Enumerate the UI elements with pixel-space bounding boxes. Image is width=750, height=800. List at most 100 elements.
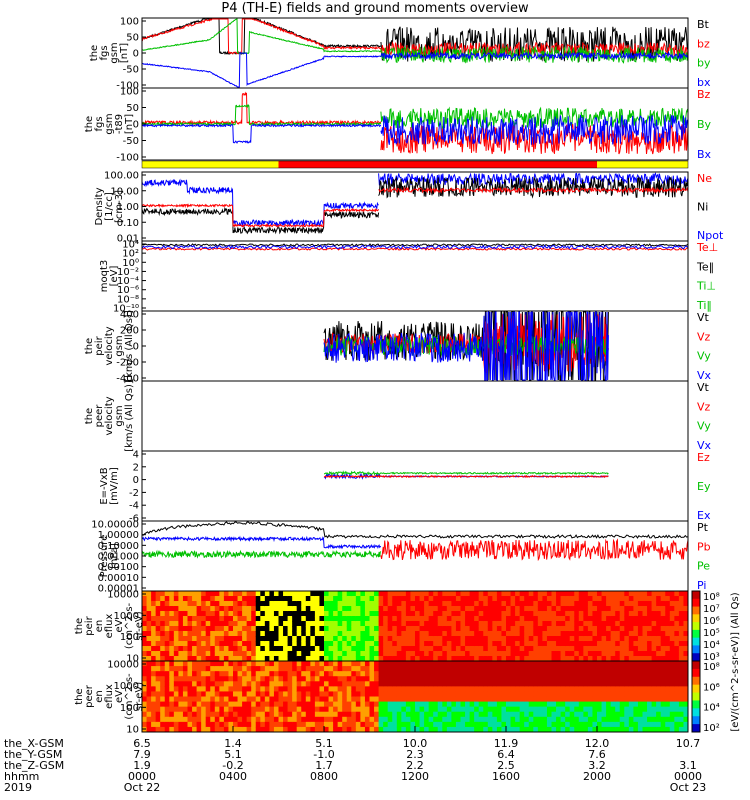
spectrogram-cell	[214, 701, 220, 708]
spectrogram-cell	[392, 596, 398, 602]
spectrogram-cell	[214, 716, 220, 723]
spectrogram-cell	[178, 626, 184, 632]
spectrogram-cell	[269, 701, 275, 708]
spectrogram-cell	[146, 591, 152, 597]
status-bar-segment	[597, 161, 688, 168]
spectrogram-cell	[360, 651, 366, 657]
spectrogram-cell	[328, 716, 334, 723]
spectrogram-cell	[410, 596, 416, 602]
spectrogram-cell	[683, 701, 689, 708]
spectrogram-cell	[201, 706, 207, 713]
spectrogram-cell	[428, 606, 434, 612]
spectrogram-cell	[551, 591, 557, 597]
spectrogram-cell	[455, 641, 461, 647]
spectrogram-cell	[251, 676, 257, 682]
spectrogram-cell	[483, 716, 489, 723]
spectrogram-cell	[460, 611, 466, 617]
spectrogram-cell	[196, 646, 202, 652]
footer-cell: 5.1	[224, 748, 242, 761]
spectrogram-cell	[428, 591, 434, 597]
spectrogram-cell	[601, 606, 607, 612]
spectrogram-cell	[483, 666, 489, 672]
spectrogram-cell	[606, 651, 612, 657]
spectrogram-cell	[469, 596, 475, 602]
spectrogram-cell	[242, 691, 248, 697]
spectrogram-cell	[496, 696, 502, 703]
spectrogram-cell	[651, 656, 657, 662]
spectrogram-cell	[437, 661, 443, 667]
spectrogram-cell	[169, 606, 175, 612]
spectrogram-cell	[424, 641, 430, 647]
spectrogram-cell	[656, 591, 662, 597]
spectrogram-cell	[210, 696, 216, 703]
spectrogram-cell	[574, 616, 580, 622]
spectrogram-cell	[496, 716, 502, 723]
footer-cell: -0.2	[222, 759, 243, 772]
spectrogram-cell	[155, 596, 161, 602]
spectrogram-cell	[410, 686, 416, 692]
spectrogram-cell	[528, 636, 534, 642]
spectrogram-cell	[510, 671, 516, 677]
spectrogram-cell	[578, 671, 584, 677]
spectrogram-cell	[419, 636, 425, 642]
spectrogram-cell	[346, 671, 352, 677]
spectrogram-cell	[510, 711, 516, 718]
by-series	[142, 18, 382, 55]
spectrogram-cell	[592, 666, 598, 672]
spectrogram-cell	[446, 671, 452, 677]
spectrogram-cell	[383, 686, 389, 692]
y-tick-label: -4	[129, 501, 139, 512]
spectrogram-cell	[228, 691, 234, 697]
spectrogram-cell	[469, 666, 475, 672]
spectrogram-cell	[223, 606, 229, 612]
spectrogram-cell	[660, 696, 666, 703]
spectrogram-cell	[669, 671, 675, 677]
spectrogram-cell	[574, 656, 580, 662]
spectrogram-cell	[597, 641, 603, 647]
spectrogram-cell	[524, 646, 530, 652]
spectrogram-cell	[610, 691, 616, 697]
spectrogram-cell	[519, 686, 525, 692]
spectrogram-cell	[260, 596, 266, 602]
spectrogram-cell	[283, 636, 289, 642]
spectrogram-cell	[483, 641, 489, 647]
spectrogram-cell	[551, 636, 557, 642]
spectrogram-cell	[237, 606, 243, 612]
spectrogram-cell	[319, 631, 325, 637]
spectrogram-cell	[492, 666, 498, 672]
spectrogram-cell	[173, 661, 179, 667]
spectrogram-cell	[164, 616, 170, 622]
spectrogram-cell	[324, 661, 330, 667]
spectrogram-cell	[333, 706, 339, 713]
spectrogram-cell	[155, 666, 161, 672]
spectrogram-cell	[610, 666, 616, 672]
spectrogram-cell	[637, 711, 643, 718]
spectrogram-cell	[583, 621, 589, 627]
spectrogram-cell	[355, 626, 361, 632]
spectrogram-cell	[419, 661, 425, 667]
spectrogram-cell	[255, 616, 261, 622]
spectrogram-cell	[560, 721, 566, 728]
spectrogram-cell	[560, 616, 566, 622]
spectrogram-cell	[319, 706, 325, 713]
spectrogram-cell	[478, 696, 484, 703]
spectrogram-cell	[246, 656, 252, 662]
spectrogram-cell	[465, 691, 471, 697]
spectrogram-cell	[510, 621, 516, 627]
spectrogram-cell	[506, 626, 512, 632]
spectrogram-cell	[146, 691, 152, 697]
spectrogram-cell	[192, 611, 198, 617]
y-tick-label: 0.01000	[98, 552, 139, 563]
spectrogram-cell	[342, 726, 348, 733]
spectrogram-cell	[519, 636, 525, 642]
spectrogram-cell	[419, 641, 425, 647]
spectrogram-cell	[160, 656, 166, 662]
colorbar-cell	[692, 629, 700, 639]
spectrogram-cell	[647, 671, 653, 677]
spectrogram-cell	[269, 666, 275, 672]
spectrogram-cell	[565, 631, 571, 637]
spectrogram-cell	[351, 716, 357, 723]
spectrogram-cell	[264, 666, 270, 672]
spectrogram-cell	[656, 636, 662, 642]
spectrogram-cell	[474, 716, 480, 723]
